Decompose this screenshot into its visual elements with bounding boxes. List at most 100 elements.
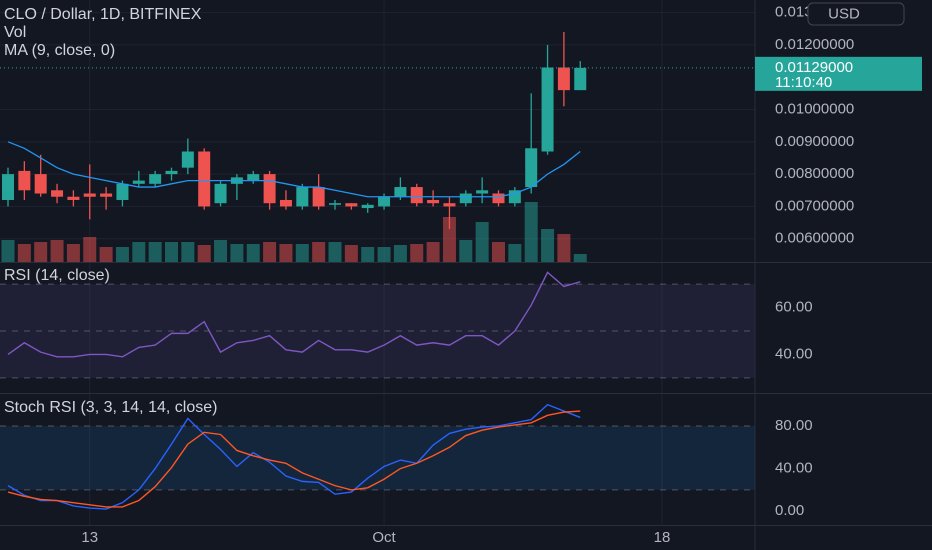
candle-body: [443, 203, 456, 207]
volume-bar: [295, 244, 309, 262]
volume-bar: [361, 247, 375, 262]
volume-bar: [246, 244, 260, 262]
volume-bar: [230, 244, 244, 262]
candle-body: [279, 199, 292, 207]
candle-body: [410, 187, 423, 204]
volume-bar: [165, 242, 178, 262]
candle-body: [361, 204, 374, 209]
volume-bar: [541, 229, 555, 262]
volume-bar: [197, 245, 211, 262]
rsi-title: RSI (14, close): [4, 267, 110, 284]
volume-legend: Vol: [4, 24, 26, 41]
indicator-line: [7, 271, 581, 358]
volume-bar: [426, 242, 440, 262]
candle-body: [312, 187, 325, 207]
candle-body: [574, 67, 587, 91]
candle-body: [476, 190, 489, 194]
candle-body: [378, 196, 391, 207]
candle-body: [2, 174, 14, 200]
candle-body: [67, 196, 80, 200]
candle-body: [296, 187, 309, 207]
volume-bar: [475, 222, 489, 262]
candle-body: [492, 193, 505, 204]
candle-body: [100, 193, 113, 197]
volume-bar: [492, 242, 505, 262]
volume-bar: [132, 242, 146, 262]
indicator-line: [7, 410, 581, 508]
candle-body: [394, 187, 407, 197]
volume-bar: [17, 244, 31, 262]
candle-body: [149, 174, 162, 184]
y-tick-label: 0.00900000: [775, 133, 854, 150]
volume-bar: [524, 202, 538, 262]
y-tick-label: 0.00700000: [775, 197, 854, 214]
volume-bar: [557, 234, 571, 262]
volume-bar: [50, 240, 64, 262]
candle-body: [427, 199, 440, 204]
volume-bar: [573, 254, 587, 262]
candle-body: [541, 67, 554, 152]
volume-bar: [181, 242, 195, 262]
volume-bar: [312, 242, 326, 262]
candle-body: [345, 203, 358, 207]
countdown: 11:10:40: [775, 74, 832, 91]
y-tick-label: 40.00: [775, 345, 813, 362]
stoch-title: Stoch RSI (3, 3, 14, 14, close): [4, 399, 217, 416]
volume-bar: [328, 242, 342, 262]
x-tick-label: Oct: [372, 529, 396, 546]
candle-body: [214, 183, 227, 204]
last-price-label: 0.01129000: [775, 59, 853, 76]
candle-body: [165, 170, 178, 175]
ma-line: [7, 141, 581, 198]
candle-body: [557, 67, 570, 91]
volume-bar: [410, 244, 424, 262]
volume-bar: [1, 240, 15, 262]
plot-area: [0, 0, 755, 525]
candle-body: [508, 190, 521, 204]
candle-body: [263, 174, 276, 204]
x-tick-label: 13: [81, 529, 98, 546]
volume-bar: [83, 237, 97, 262]
volume-bar: [263, 242, 277, 262]
currency-button: [807, 2, 905, 26]
y-tick-label: 0.00: [775, 502, 804, 519]
y-tick-label: 0.01200000: [775, 36, 854, 53]
y-tick-label: 80.00: [775, 417, 813, 434]
volume-bar: [214, 240, 228, 262]
volume-bar: [344, 245, 358, 262]
volume-bar: [279, 244, 293, 262]
last-price-box: [755, 56, 922, 91]
volume-bar: [442, 217, 456, 262]
candle-body: [51, 190, 64, 197]
volume-bar: [459, 240, 473, 262]
volume-bar: [377, 247, 391, 262]
candle-body: [116, 183, 129, 200]
volume-bar: [148, 242, 162, 262]
volume-bar: [66, 244, 80, 262]
x-tick-label: 18: [654, 529, 671, 546]
candle-body: [247, 174, 260, 181]
candle-body: [132, 180, 145, 184]
candle-body: [525, 148, 538, 188]
volume-bar: [34, 242, 48, 262]
y-tick-label: 0.00800000: [775, 165, 854, 182]
candle-body: [329, 203, 341, 205]
y-tick-label: 60.00: [775, 299, 813, 316]
ma-legend: MA (9, close, 0): [4, 42, 115, 59]
volume-bar: [508, 244, 522, 262]
currency-label: USD: [828, 5, 860, 22]
candle-body: [198, 151, 211, 207]
y-tick-label: 0.00600000: [775, 230, 854, 247]
volume-bar: [99, 247, 113, 262]
volume-bar: [115, 247, 129, 262]
indicator-line: [7, 403, 581, 510]
volume-bar: [393, 245, 407, 262]
band: [0, 425, 755, 490]
y-tick-label: 40.00: [775, 460, 813, 477]
axes: 13 Oct 18 0.00600000 0.00700000 0.00800000 0.0…: [81, 2, 922, 546]
candle-body: [34, 174, 47, 194]
candle-body: [18, 170, 31, 191]
chart-title: CLO / Dollar, 1D, BITFINEX: [4, 6, 202, 23]
candle-body: [181, 151, 194, 168]
